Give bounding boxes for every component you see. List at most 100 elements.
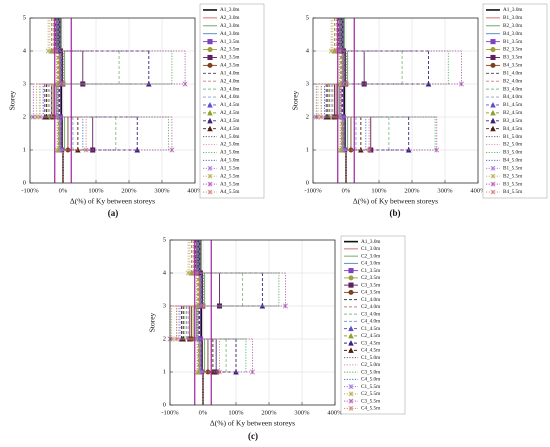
- legend-label: A1_3.0m: [503, 7, 522, 13]
- marker: [250, 369, 255, 375]
- marker: [54, 147, 60, 153]
- legend-label: C2_4.0m: [361, 304, 380, 310]
- legend-label: C2_3.0m: [361, 253, 380, 259]
- x-axis-label: Δ(%) of Ky between storeys: [353, 197, 438, 206]
- x-tick-label: -100%: [161, 409, 179, 416]
- legend-label: B1_4.5m: [503, 102, 522, 108]
- legend-box: [482, 3, 548, 199]
- marker: [348, 332, 354, 339]
- marker: [37, 114, 43, 120]
- marker: [490, 181, 496, 187]
- x-tick-label: 400%: [470, 187, 486, 194]
- legend-label: C1_4.0m: [361, 297, 380, 303]
- legend-label: B3_3.5m: [503, 55, 522, 61]
- marker: [207, 54, 213, 61]
- marker: [490, 125, 496, 132]
- marker: [348, 275, 354, 281]
- legend-label: C2_4.5m: [361, 333, 380, 339]
- caption: (a): [108, 208, 119, 218]
- marker: [490, 62, 496, 68]
- legend-box: [199, 3, 265, 199]
- y-tick-label: 4: [163, 269, 167, 276]
- legend-label: A3_3.5m: [220, 55, 239, 61]
- marker: [490, 39, 496, 45]
- marker: [283, 303, 288, 309]
- marker: [490, 109, 496, 116]
- marker: [30, 114, 36, 120]
- caption: (c): [248, 431, 258, 441]
- legend-label: B1_5.5m: [503, 165, 522, 171]
- legend-label: B4_3.0m: [503, 31, 522, 37]
- legend-label: A2_4.0m: [220, 78, 239, 84]
- legend-label: A4_3.0m: [220, 31, 239, 37]
- chart: -100% 0% 100% 200% 300% 400% 0 1 2 3 4 5 Δ(%) of Ky …: [148, 235, 406, 441]
- legend-label: C3_5.0m: [361, 369, 380, 375]
- marker: [348, 340, 354, 346]
- x-tick-label: 400%: [327, 409, 343, 416]
- legend-label: C4_3.5m: [361, 290, 380, 296]
- marker: [434, 147, 440, 153]
- legend-label: A1_5.0m: [220, 134, 239, 140]
- marker: [490, 165, 496, 171]
- legend-label: A2_5.5m: [220, 173, 239, 179]
- marker: [45, 48, 51, 54]
- legend-label: B3_5.0m: [503, 150, 522, 156]
- marker: [344, 81, 350, 87]
- legend-label: A1_3.0m: [220, 7, 239, 13]
- legend-label: C2_5.0m: [361, 362, 380, 368]
- legend-label: A1_4.5m: [220, 102, 239, 108]
- legend-label: A2_3.0m: [220, 15, 239, 21]
- marker: [207, 117, 213, 124]
- legend-label: A2_3.5m: [220, 47, 239, 53]
- x-tick-label: 0%: [59, 187, 68, 194]
- legend-label: A1_5.5m: [220, 165, 239, 171]
- y-tick-label: 0: [163, 401, 166, 408]
- legend-label: A4_3.5m: [220, 63, 239, 69]
- legend-label: B4_5.5m: [503, 189, 522, 195]
- plot-frame: [169, 239, 336, 406]
- x-tick-label: 200%: [261, 409, 277, 416]
- marker: [490, 117, 496, 124]
- y-tick-label: 0: [23, 179, 26, 186]
- marker: [348, 391, 354, 397]
- marker: [366, 147, 372, 153]
- legend-label: A4_4.0m: [220, 94, 239, 100]
- legend-label: A3_5.5m: [220, 181, 239, 187]
- legend-label: B4_3.5m: [503, 63, 522, 69]
- marker: [348, 384, 354, 390]
- legend-label: A2_4.5m: [220, 110, 239, 116]
- legend-box: [340, 235, 406, 415]
- chart: -100% 0% 100% 200% 300% 400% 0 1 2 3 4 5 Δ(%) of Ky …: [291, 3, 548, 218]
- legend-label: C1_3.0m: [361, 246, 380, 252]
- legend-label: B2_4.5m: [503, 110, 522, 116]
- legend-label: C3_4.5m: [361, 340, 380, 346]
- x-tick-label: 200%: [404, 187, 420, 194]
- plot-frame: [29, 17, 196, 184]
- legend-label: B1_3.5m: [503, 39, 522, 45]
- legend-label: C3_5.5m: [361, 398, 380, 404]
- legend-label: C1_5.0m: [361, 355, 380, 361]
- marker: [328, 48, 334, 54]
- legend-label: A1_3.5m: [220, 39, 239, 45]
- y-tick-label: 3: [163, 302, 166, 309]
- legend-label: B3_4.0m: [503, 86, 522, 92]
- y-tick-label: 1: [306, 146, 309, 153]
- marker: [207, 181, 213, 187]
- marker: [207, 46, 213, 53]
- x-axis-label: Δ(%) of Ky between storeys: [70, 197, 155, 206]
- legend-label: B4_4.5m: [503, 126, 522, 132]
- marker: [83, 147, 89, 153]
- marker: [169, 147, 175, 153]
- y-tick-label: 3: [306, 80, 309, 87]
- x-tick-label: 300%: [294, 409, 310, 416]
- legend-label: B2_3.5m: [503, 47, 522, 53]
- marker: [185, 270, 191, 276]
- legend-label: C2_5.5m: [361, 391, 380, 397]
- legend-label: A2_5.0m: [220, 142, 239, 148]
- y-tick-label: 5: [306, 14, 309, 21]
- x-tick-label: 300%: [154, 187, 170, 194]
- x-axis-label: Δ(%) of Ky between storeys: [210, 419, 295, 428]
- y-tick-label: 3: [23, 80, 26, 87]
- legend-label: A1_4.0m: [220, 70, 239, 76]
